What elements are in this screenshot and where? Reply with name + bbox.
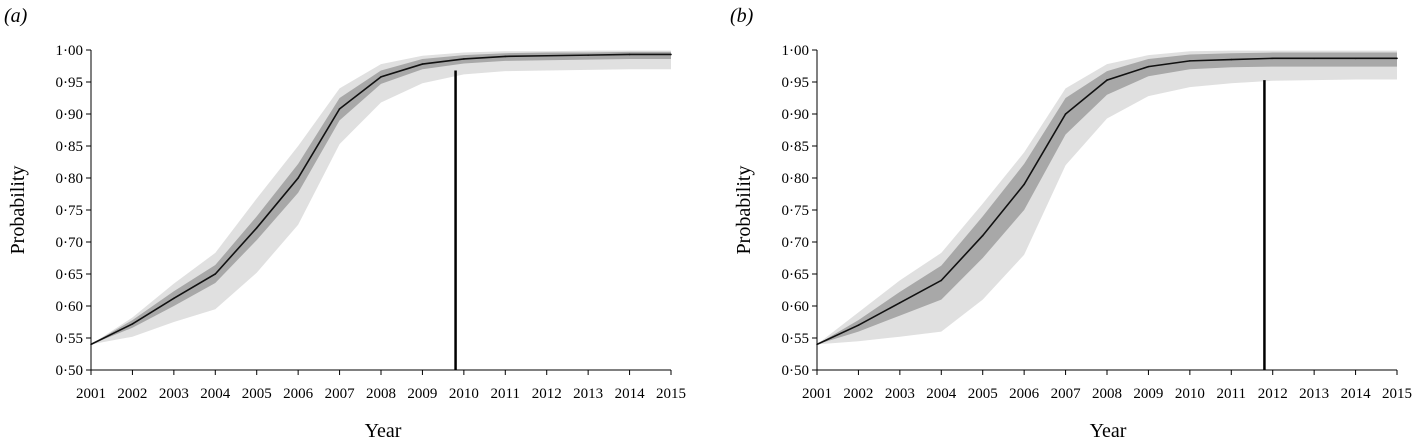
x-tick-label: 2005 (242, 386, 272, 402)
y-tick-label: 0·80 (56, 171, 84, 187)
inner-credible-band (91, 51, 671, 345)
y-tick-label: 0·55 (782, 331, 810, 347)
data-point (1147, 65, 1150, 68)
data-point (504, 55, 507, 58)
data-point (214, 273, 217, 275)
data-point (1230, 58, 1233, 61)
panel-a: (a) Probability Year 0·50 0·55 0·60 0·65 0·7… (4, 5, 686, 442)
y-tick-label: 0·50 (56, 363, 84, 379)
x-tick-label: 2012 (1258, 386, 1288, 402)
data-point (981, 234, 984, 237)
y-tick-label: 1·00 (56, 43, 84, 59)
x-tick-label: 2015 (656, 386, 686, 402)
data-point (940, 279, 943, 282)
data-point (463, 58, 465, 60)
x-tick-label: 2010 (449, 386, 479, 402)
data-point (173, 297, 175, 300)
y-tick-label: 0·95 (56, 75, 84, 91)
data-point (1189, 60, 1191, 62)
x-tick-label: 2014 (1341, 386, 1372, 402)
data-point (380, 76, 382, 78)
x-tick-label: 2014 (615, 386, 646, 402)
x-tick-label: 2005 (968, 386, 998, 402)
x-tick-label: 2004 (200, 386, 231, 402)
x-tick-label: 2006 (283, 386, 314, 402)
y-tick-label: 0·75 (56, 203, 84, 219)
x-tick-label: 2006 (1009, 386, 1040, 402)
y-tick-label: 0·90 (56, 107, 84, 123)
x-axis-title: Year (365, 420, 402, 442)
data-point (255, 227, 258, 229)
x-tick-label: 2004 (926, 386, 957, 402)
x-tick-label: 2011 (1217, 386, 1246, 402)
inner-credible-band (817, 52, 1397, 345)
data-point (816, 343, 818, 346)
data-point (545, 54, 548, 57)
x-tick-label: 2013 (1299, 386, 1329, 402)
x-tick-label: 2002 (843, 386, 873, 402)
data-point (857, 324, 860, 327)
data-point (899, 302, 901, 304)
data-point (1271, 57, 1274, 60)
y-tick-label: 0·85 (56, 139, 84, 155)
x-tick-label: 2009 (1133, 386, 1163, 402)
x-tick-label: 2011 (491, 386, 520, 402)
x-tick-label: 2007 (325, 386, 356, 402)
data-point (90, 343, 92, 346)
y-tick-label: 0·95 (782, 75, 810, 91)
data-point (131, 323, 134, 325)
y-tick-label: 0·55 (56, 331, 84, 347)
outer-credible-band (91, 50, 671, 345)
x-tick-label: 2002 (117, 386, 147, 402)
x-tick-label: 2010 (1175, 386, 1205, 402)
y-tick-label: 0·60 (782, 299, 810, 315)
data-point (1023, 183, 1025, 186)
data-point (421, 63, 424, 65)
data-point (670, 53, 672, 56)
data-point (587, 54, 589, 56)
panel-label: (a) (4, 5, 28, 27)
y-tick-label: 0·80 (782, 171, 810, 187)
y-tick-label: 0·65 (782, 267, 810, 283)
x-tick-label: 2003 (159, 386, 189, 402)
data-point (338, 108, 341, 110)
data-point (628, 53, 631, 56)
x-tick-label: 2001 (76, 386, 106, 402)
plot-area: 0·50 0·55 0·60 0·65 0·70 0·75 0·80 0·85 0·90 0·95… (782, 43, 1413, 402)
x-tick-label: 2009 (407, 386, 437, 402)
y-tick-label: 1·00 (782, 43, 810, 59)
y-tick-label: 0·65 (56, 267, 84, 283)
x-axis-title: Year (1090, 420, 1127, 442)
y-tick-label: 0·75 (782, 203, 810, 219)
x-tick-label: 2012 (532, 386, 562, 402)
x-tick-label: 2007 (1051, 386, 1082, 402)
x-tick-label: 2013 (573, 386, 603, 402)
x-tick-label: 2001 (802, 386, 832, 402)
plot-area: 0·50 0·55 0·60 0·65 0·70 0·75 0·80 0·85 0·90 0·95… (56, 43, 687, 402)
y-tick-label: 0·70 (782, 235, 810, 251)
data-point (297, 177, 299, 179)
y-tick-label: 0·85 (782, 139, 810, 155)
y-tick-label: 0·60 (56, 299, 84, 315)
panel-b: (b) Probability Year 0·50 0·55 0·60 0·65 0·7… (730, 5, 1412, 442)
panel-label: (b) (730, 5, 754, 27)
x-tick-label: 2008 (1092, 386, 1122, 402)
data-point (1354, 57, 1357, 60)
y-tick-label: 0·90 (782, 107, 810, 123)
y-axis-title: Probability (733, 166, 755, 255)
data-point (1396, 57, 1398, 60)
y-axis-title: Probability (7, 166, 29, 255)
data-point (1106, 79, 1108, 81)
y-tick-label: 0·50 (782, 363, 810, 379)
x-tick-label: 2015 (1382, 386, 1412, 402)
x-tick-label: 2003 (885, 386, 915, 402)
y-tick-label: 0·70 (56, 235, 84, 251)
data-point (1064, 113, 1067, 115)
data-point (1313, 57, 1315, 60)
x-tick-label: 2008 (366, 386, 396, 402)
